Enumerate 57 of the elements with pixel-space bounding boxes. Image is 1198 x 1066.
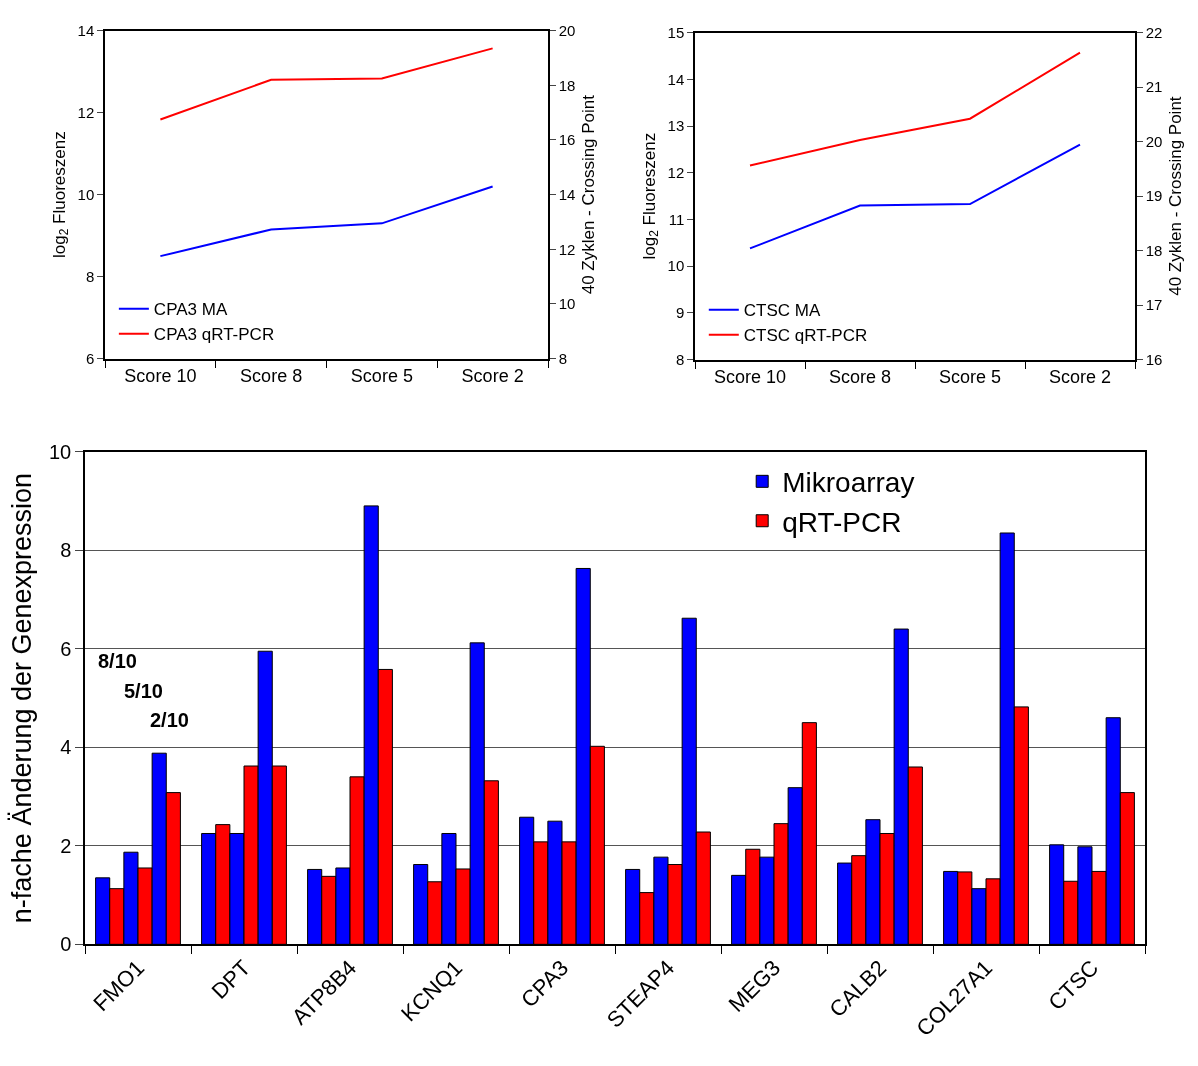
x-tick-label: Score 5 (938, 367, 1002, 387)
legend-label: CTSC MA (743, 301, 821, 321)
y-tick-label: 6 (60, 637, 72, 660)
y2-tick-label: 18 (1145, 241, 1163, 259)
y2-axis-title: 40 Zyklen - Crossing Point (1166, 96, 1186, 296)
y2-tick-label: 16 (1145, 350, 1163, 368)
y2-tick-label: 18 (558, 76, 576, 94)
line-series (749, 143, 1081, 250)
x-tick-label: Score 2 (461, 366, 524, 387)
y-tick-label: 2 (60, 834, 72, 857)
y-tick-label: 11 (668, 210, 685, 228)
annotation: 5/10 (124, 680, 163, 702)
y-tick-label: 8 (85, 267, 95, 285)
legend-label: CTSC qRT-PCR (743, 326, 868, 346)
y2-axis-title: 40 Zyklen - Crossing Point (579, 94, 599, 295)
annotation: 8/10 (98, 650, 137, 672)
y-tick-label: 10 (77, 185, 95, 203)
x-tick-label: Score 8 (240, 366, 303, 387)
legend-label: Mikroarray (782, 467, 915, 499)
y2-tick-label: 8 (558, 349, 568, 367)
legend-label: CPA3 qRT-PCR (153, 325, 275, 345)
legend-label: qRT-PCR (782, 506, 902, 538)
y2-tick-label: 21 (1145, 78, 1163, 96)
y-tick-label: 9 (675, 304, 685, 322)
x-tick-label: Score 10 (124, 366, 197, 387)
line-series (749, 51, 1081, 167)
y-axis-title: n-fache Änderung der Genexpression (6, 472, 37, 924)
y-tick-label: 8 (675, 350, 685, 368)
y2-tick-label: 16 (558, 131, 576, 149)
y-tick-label: 12 (77, 103, 95, 121)
y2-tick-label: 12 (558, 240, 576, 258)
y2-tick-label: 20 (558, 21, 576, 39)
annotation: 2/10 (150, 709, 189, 731)
x-tick-label: Score 5 (350, 366, 413, 387)
y-tick-label: 10 (667, 257, 685, 275)
y2-tick-label: 17 (1145, 296, 1163, 314)
line-series (159, 47, 494, 121)
y-tick-label: 10 (49, 440, 72, 463)
y-tick-label: 4 (60, 736, 72, 759)
y-tick-label: 14 (667, 70, 685, 88)
y2-tick-label: 19 (1145, 187, 1163, 205)
y2-tick-label: 14 (558, 185, 576, 203)
y2-tick-label: 20 (1145, 132, 1163, 150)
x-tick-label: Score 8 (828, 367, 892, 387)
y-tick-label: 8 (60, 539, 72, 562)
y-tick-label: 13 (667, 117, 685, 135)
y-tick-label: 6 (85, 349, 95, 367)
y-tick-label: 12 (667, 163, 685, 181)
y-tick-label: 0 (60, 933, 72, 956)
y2-tick-label: 22 (1145, 23, 1163, 41)
y-tick-label: 14 (77, 21, 95, 39)
line-series (159, 185, 494, 258)
x-tick-label: Score 10 (713, 367, 787, 387)
legend-label: CPA3 MA (153, 300, 228, 320)
x-tick-label: Score 2 (1048, 367, 1112, 387)
y-tick-label: 15 (667, 23, 685, 41)
y2-tick-label: 10 (558, 295, 576, 313)
